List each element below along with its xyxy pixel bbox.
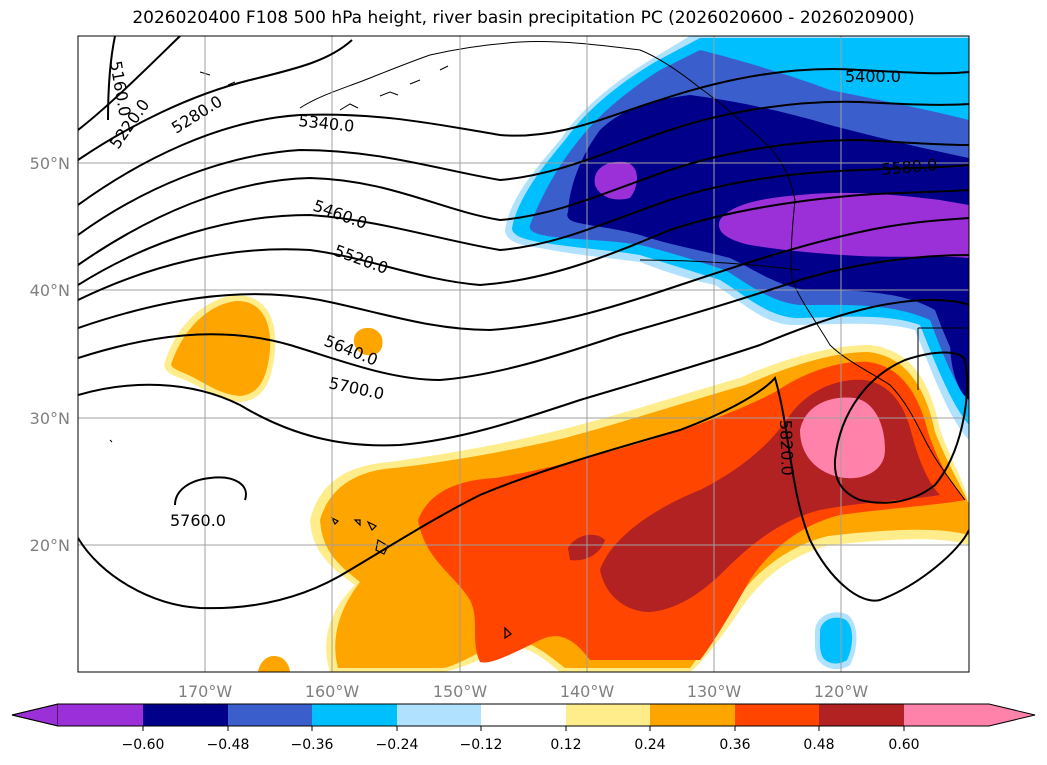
- colorbar-swatch: [735, 704, 819, 726]
- colorbar-tick-label: −0.48: [207, 737, 250, 753]
- colorbar-tick-label: −0.12: [460, 737, 503, 753]
- lon-label: 130°W: [687, 682, 742, 701]
- lon-label: 170°W: [178, 682, 233, 701]
- contour-label: 5760.0: [170, 511, 226, 530]
- lon-axis: 170°W 160°W 150°W 140°W 130°W 120°W: [178, 682, 869, 701]
- colorbar-swatch: [58, 704, 143, 726]
- colorbar-swatch: [228, 704, 312, 726]
- colorbar-tick-label: 0.48: [803, 737, 834, 753]
- colorbar-swatch: [481, 704, 566, 726]
- hawaii-islands: [330, 516, 512, 640]
- colorbar-tick-label: 0.60: [888, 737, 919, 753]
- colorbar: −0.60 −0.48 −0.36 −0.24 −0.12 0.12 0.24 …: [11, 703, 1036, 753]
- height-contours: [78, 36, 969, 610]
- contour-label: 5400.0: [845, 67, 901, 86]
- colorbar-swatch: [397, 704, 481, 726]
- lon-label: 160°W: [305, 682, 360, 701]
- lon-label: 140°W: [560, 682, 615, 701]
- lat-label: 40°N: [30, 281, 70, 300]
- colorbar-tick-label: −0.36: [291, 737, 334, 753]
- colorbar-tick-label: 0.24: [634, 737, 665, 753]
- contour-label: 5820.0: [776, 419, 797, 476]
- positive-anomaly-region: [310, 345, 969, 672]
- colorbar-swatch: [143, 704, 228, 726]
- contour-label: 5580.0: [881, 155, 938, 179]
- lat-label: 50°N: [30, 154, 70, 173]
- lon-label: 120°W: [814, 682, 869, 701]
- colorbar-swatch: [650, 704, 735, 726]
- lon-label: 150°W: [433, 682, 488, 701]
- coastlines: [109, 41, 969, 501]
- negative-anomaly-region: [505, 36, 969, 440]
- lat-axis: 50°N 40°N 30°N 20°N: [30, 154, 70, 555]
- map-title: 2026020400 F108 500 hPa height, river ba…: [132, 8, 915, 28]
- colorbar-tick-label: −0.24: [376, 737, 419, 753]
- lat-label: 30°N: [30, 409, 70, 428]
- lat-label: 20°N: [30, 536, 70, 555]
- map-frame: [77, 35, 970, 673]
- colorbar-extend-left: [11, 703, 59, 727]
- colorbar-tick-label: 0.36: [719, 737, 750, 753]
- colorbar-extend-right: [904, 704, 1035, 726]
- colorbar-tick-label: −0.60: [122, 737, 165, 753]
- colorbar-swatch: [566, 704, 650, 726]
- colorbar-swatch: [312, 704, 397, 726]
- colorbar-tick-label: 0.12: [550, 737, 581, 753]
- minor-anomaly-blobs: [164, 294, 857, 672]
- colorbar-swatch: [819, 704, 904, 726]
